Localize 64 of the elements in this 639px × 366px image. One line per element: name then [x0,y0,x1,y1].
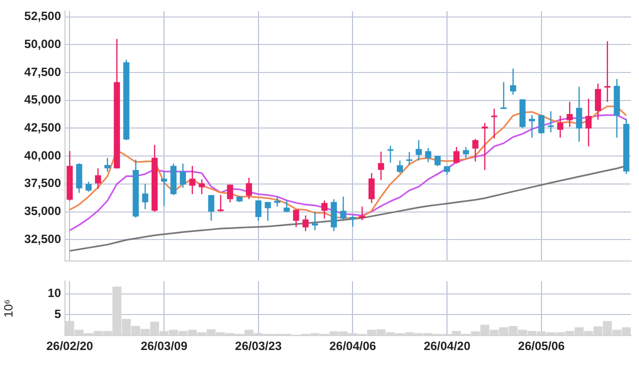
y-tick-label: 37,500 [24,176,62,190]
candlestick [491,108,498,140]
candlestick [462,146,469,159]
y-tick-label: 40,000 [24,148,62,162]
candlestick [482,122,488,171]
candlestick [594,83,602,120]
candlestick [340,196,346,222]
candlestick [406,151,412,166]
y-tick-label: 47,500 [24,64,62,79]
candlestick [416,140,422,162]
candlestick [378,151,384,181]
candlestick [528,114,536,138]
x-tick-label: 26/04/06 [329,339,376,354]
x-tick-label: 26/04/20 [424,339,471,354]
candlestick [604,40,610,102]
candlestick [368,172,375,204]
candlestick [284,200,290,213]
y-tick-label: 42,500 [24,120,62,135]
candlestick [218,194,224,212]
y-tick-label: 45,000 [24,92,62,107]
candlestick [396,160,403,174]
candlestick [293,209,300,228]
candlestick [425,147,432,163]
candlestick [264,201,271,222]
y-tick-label: 50,000 [24,36,62,51]
y-tick-label: 52,500 [24,9,62,24]
candlestick [274,196,280,208]
candlestick [576,86,582,142]
candlestick [321,200,328,220]
x-tick-label: 26/05/06 [518,339,566,354]
x-tick-label: 26/03/09 [140,339,188,354]
candlestick [208,194,214,222]
candlestick [350,214,356,228]
candlestick [510,68,516,96]
candlestick [302,214,309,232]
x-tick-label: 26/02/20 [46,339,94,354]
candlestick [557,115,564,138]
candlestick [86,181,92,192]
candlestick [472,138,478,162]
candlestick [160,170,168,207]
y-tick-label: 35,000 [24,204,62,218]
candlestick [94,168,102,190]
candlestick [453,146,460,164]
candlestick [198,178,205,195]
candlestick [255,200,262,222]
candlestick [312,211,318,231]
candlestick [566,101,573,128]
candlestick [538,114,544,134]
y-tick-label: 32,500 [24,232,62,246]
candlestick [180,163,186,188]
candlestick [142,183,148,210]
candlestick [189,165,196,195]
candlestick [246,177,252,200]
y-tick-label: 10 [48,286,62,300]
y-tick-label: 5 [54,306,62,321]
candlestick [585,98,592,147]
candlestick [359,206,366,221]
candlestick [104,157,111,172]
candlestick [548,110,554,133]
y-axis-title: 10⁶ [2,299,16,318]
candlestick [500,81,507,110]
candlestick [387,145,394,164]
candlestick [227,184,234,203]
x-tick-label: 26/03/23 [235,339,282,354]
